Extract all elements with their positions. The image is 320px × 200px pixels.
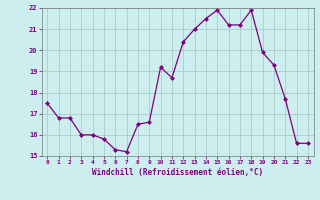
X-axis label: Windchill (Refroidissement éolien,°C): Windchill (Refroidissement éolien,°C) — [92, 168, 263, 177]
